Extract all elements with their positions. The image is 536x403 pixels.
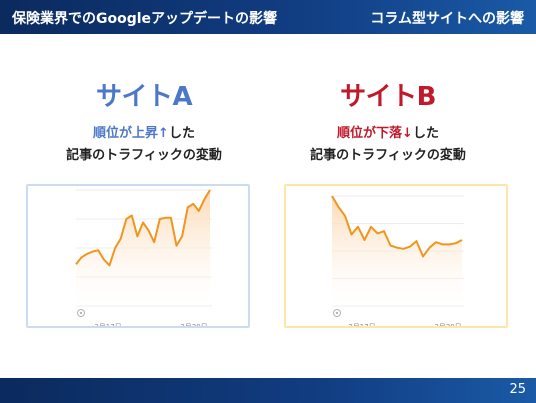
google-marker-icon [77, 309, 85, 317]
site-a-chart-panel: 3月17日 3月30日 [26, 184, 250, 328]
x-tick-label: 3月30日 [434, 323, 461, 326]
traffic-line [75, 189, 211, 267]
page-number: 25 [509, 382, 526, 397]
section-title: コラム型サイトへの影響 [370, 11, 524, 27]
site-a-title: サイトA [95, 82, 193, 112]
site-b-title: サイトB [340, 82, 436, 112]
slide-title: 保険業界でのGoogleアップデートの影響 [12, 11, 278, 27]
x-tick-label: 3月30日 [180, 323, 207, 326]
site-a-caption-line2: 記事のトラフィックの変動 [66, 148, 222, 163]
footer-bar: 25 [0, 378, 536, 403]
google-marker-dot [79, 311, 83, 315]
header-bar: 保険業界でのGoogleアップデートの影響 コラム型サイトへの影響 [0, 0, 536, 34]
traffic-area [332, 196, 462, 306]
site-a-caption: 順位が上昇↑した 記事のトラフィックの変動 [24, 123, 264, 167]
google-marker-icon [333, 309, 341, 317]
site-b-caption-tail: した [412, 126, 439, 141]
site-b-chart-panel: 3月17日 3月30日 [284, 184, 508, 328]
site-b-traffic-chart: 3月17日 3月30日 [331, 195, 464, 326]
google-marker-dot [335, 311, 339, 315]
x-tick-label: 3月17日 [348, 323, 375, 326]
x-tick-label: 3月17日 [94, 323, 121, 326]
site-b-caption-line2: 記事のトラフィックの変動 [310, 148, 466, 163]
site-b-caption: 順位が下落↓した 記事のトラフィックの変動 [268, 123, 508, 167]
site-a-traffic-chart: 3月17日 3月30日 [75, 189, 212, 326]
site-b-caption-highlight: 順位が下落↓ [337, 126, 413, 141]
site-a-caption-tail: した [168, 126, 195, 141]
site-a-caption-highlight: 順位が上昇↑ [93, 126, 169, 141]
traffic-area [76, 190, 210, 306]
